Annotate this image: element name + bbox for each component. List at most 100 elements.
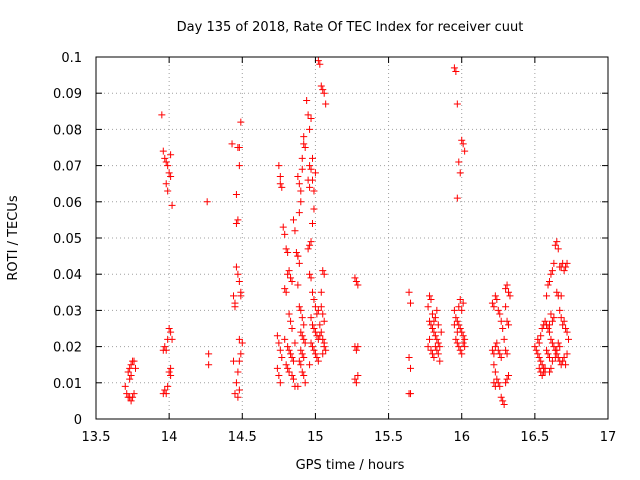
data-point [317,303,325,311]
data-point [455,343,463,351]
data-point [320,343,328,351]
data-point [289,216,297,224]
data-point [310,325,318,332]
data-point [285,267,293,275]
x-tick-label: 17 [600,430,617,445]
data-point [307,115,315,123]
data-point [282,361,290,369]
data-point [295,357,303,365]
data-point [231,303,239,311]
data-point [319,310,327,318]
data-point [306,270,314,278]
data-point [562,263,570,271]
data-point [560,317,568,325]
data-point [317,288,325,296]
data-point [285,310,293,318]
data-point [505,321,513,329]
data-point [532,346,540,354]
data-point [159,147,167,155]
data-point [165,325,173,332]
data-point [456,296,464,304]
data-point [316,60,324,68]
data-point [459,339,467,347]
data-point [307,165,315,173]
data-point [235,277,243,285]
data-point [129,393,137,401]
data-point [436,357,444,365]
data-point [505,288,513,296]
data-point [563,350,571,358]
data-point [287,317,295,325]
data-point [430,353,438,361]
data-point [158,111,166,119]
data-point [300,140,308,148]
data-point [288,353,296,361]
data-point [459,140,467,148]
data-point [563,328,571,336]
data-point [167,172,175,180]
data-point [162,390,170,398]
data-point [545,328,553,336]
data-point [235,335,243,343]
data-point [455,303,463,311]
data-point [497,393,505,401]
data-point [320,317,328,325]
data-point [300,353,308,361]
y-tick-label: 0.1 [61,51,82,66]
data-point [453,328,461,336]
data-point [319,350,327,358]
data-point [456,169,464,177]
data-point [461,335,469,343]
data-point [162,158,170,166]
data-point [297,361,305,369]
data-point [491,343,499,351]
data-point [544,350,552,358]
data-points [121,57,573,409]
data-point [459,299,467,307]
data-point [237,288,245,296]
data-point [502,303,510,311]
data-point [313,353,321,361]
data-point [231,390,239,398]
data-point [428,310,436,318]
data-point [450,306,458,314]
data-point [291,339,299,347]
data-point [551,353,559,361]
data-point [554,339,562,347]
data-point [490,379,498,387]
data-point [167,328,175,336]
data-point [298,350,306,358]
data-point [553,288,561,296]
data-point [295,180,303,188]
data-point [545,368,553,376]
data-point [550,343,558,351]
data-point [307,238,315,246]
data-point [311,328,319,336]
y-tick-label: 0.04 [53,268,82,283]
data-point [427,296,435,304]
data-point [287,350,295,358]
data-point [493,375,501,383]
chart-title: Day 135 of 2018, Rate Of TEC Index for r… [177,20,524,35]
data-point [428,325,436,332]
data-point [453,194,461,202]
data-point [297,346,305,354]
data-point [548,339,556,347]
data-point [235,386,243,394]
data-point [301,144,309,151]
data-point [306,125,314,133]
data-point [311,350,319,358]
data-point [232,263,240,271]
data-point [434,339,442,347]
data-point [121,382,129,390]
data-point [306,241,314,249]
data-point [541,317,549,325]
data-point [560,267,568,275]
data-point [556,343,564,351]
data-point [307,314,315,322]
data-point [537,332,545,340]
y-tick-label: 0.06 [53,196,82,211]
data-point [493,296,501,304]
data-point [453,339,461,347]
